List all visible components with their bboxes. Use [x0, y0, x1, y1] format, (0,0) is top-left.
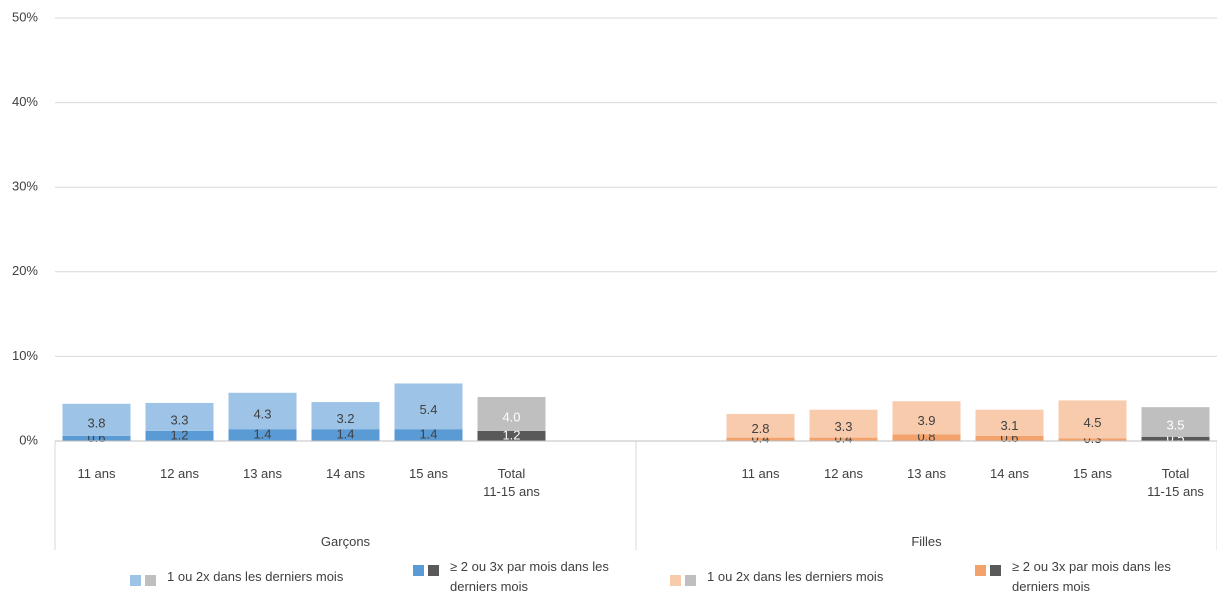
y-tick-label: 30% — [12, 179, 38, 194]
x-tick-label: Total 11-15 ans — [1147, 466, 1204, 499]
bar-segment — [394, 429, 463, 441]
data-label: 1.2 — [170, 427, 188, 442]
data-label: 1.4 — [253, 427, 271, 442]
legend-label: ≥ 2 ou 3x par mois dans les derniers moi… — [1012, 559, 1171, 594]
data-label: 3.3 — [170, 412, 188, 427]
bar-segment — [1141, 407, 1210, 437]
x-tick-label: 14 ans — [989, 466, 1030, 481]
legend-label: ≥ 2 ou 3x par mois dans les derniers moi… — [450, 559, 609, 594]
data-label: 4.3 — [253, 406, 271, 421]
data-label: 3.3 — [834, 419, 852, 434]
legend-swatch — [145, 575, 156, 586]
data-label: 3.5 — [1166, 417, 1184, 432]
y-tick-label: 50% — [12, 9, 38, 24]
data-label: 1.4 — [419, 427, 437, 442]
legend-swatch — [413, 565, 424, 576]
x-tick-label: 11 ans — [77, 466, 116, 481]
bar-segment — [1058, 400, 1127, 439]
bar-segment — [892, 401, 961, 435]
x-tick-label: 14 ans — [325, 466, 366, 481]
bar-segment — [477, 430, 546, 441]
bar-segment — [1141, 436, 1210, 441]
bar-segment — [62, 403, 131, 436]
bar-segment — [228, 392, 297, 430]
bar-segment — [726, 413, 795, 438]
x-tick-label: 11 ans — [741, 466, 780, 481]
legend-swatch — [990, 565, 1001, 576]
x-tick-label: 15 ans — [408, 466, 449, 481]
y-tick-label: 20% — [12, 263, 38, 278]
data-label: 1.2 — [502, 427, 520, 442]
x-tick-label: Total 11-15 ans — [483, 466, 540, 499]
bar-segment — [809, 437, 878, 441]
x-tick-label: 13 ans — [906, 466, 947, 481]
x-tick-label: 12 ans — [159, 466, 200, 481]
group-label: Garçons — [320, 534, 371, 549]
bar-segment — [892, 434, 961, 441]
legend-swatch — [685, 575, 696, 586]
bar-segment — [1058, 438, 1127, 441]
legend-swatch — [428, 565, 439, 576]
legend-label: 1 ou 2x dans les derniers mois — [707, 569, 884, 584]
bar-segment — [726, 437, 795, 441]
bar-segment — [311, 402, 380, 430]
bar-segment — [477, 397, 546, 431]
data-label: 3.8 — [87, 415, 105, 430]
bar-segment — [311, 429, 380, 441]
data-label: 4.0 — [502, 409, 520, 424]
data-label: 5.4 — [419, 402, 437, 417]
legend-label: 1 ou 2x dans les derniers mois — [167, 569, 344, 584]
bar-segment — [394, 383, 463, 430]
x-tick-label: 15 ans — [1072, 466, 1113, 481]
y-tick-label: 40% — [12, 94, 38, 109]
legend-swatch — [130, 575, 141, 586]
data-label: 3.9 — [917, 413, 935, 428]
y-tick-label: 0% — [19, 432, 38, 447]
x-tick-label: 13 ans — [242, 466, 283, 481]
bar-segment — [975, 435, 1044, 441]
legend-swatch — [975, 565, 986, 576]
legend-swatch — [670, 575, 681, 586]
bar-segment — [145, 402, 214, 431]
data-label: 2.8 — [751, 421, 769, 436]
bar-segment — [228, 429, 297, 441]
data-label: 1.4 — [336, 427, 354, 442]
x-tick-label: 12 ans — [823, 466, 864, 481]
y-tick-label: 10% — [12, 348, 38, 363]
group-label: Filles — [911, 534, 942, 549]
data-label: 3.2 — [336, 411, 354, 426]
data-label: 4.5 — [1083, 415, 1101, 430]
bar-segment — [145, 430, 214, 441]
bar-segment — [975, 409, 1044, 436]
bar-segment — [809, 409, 878, 438]
bar-segment — [62, 435, 131, 441]
data-label: 3.1 — [1000, 418, 1018, 433]
